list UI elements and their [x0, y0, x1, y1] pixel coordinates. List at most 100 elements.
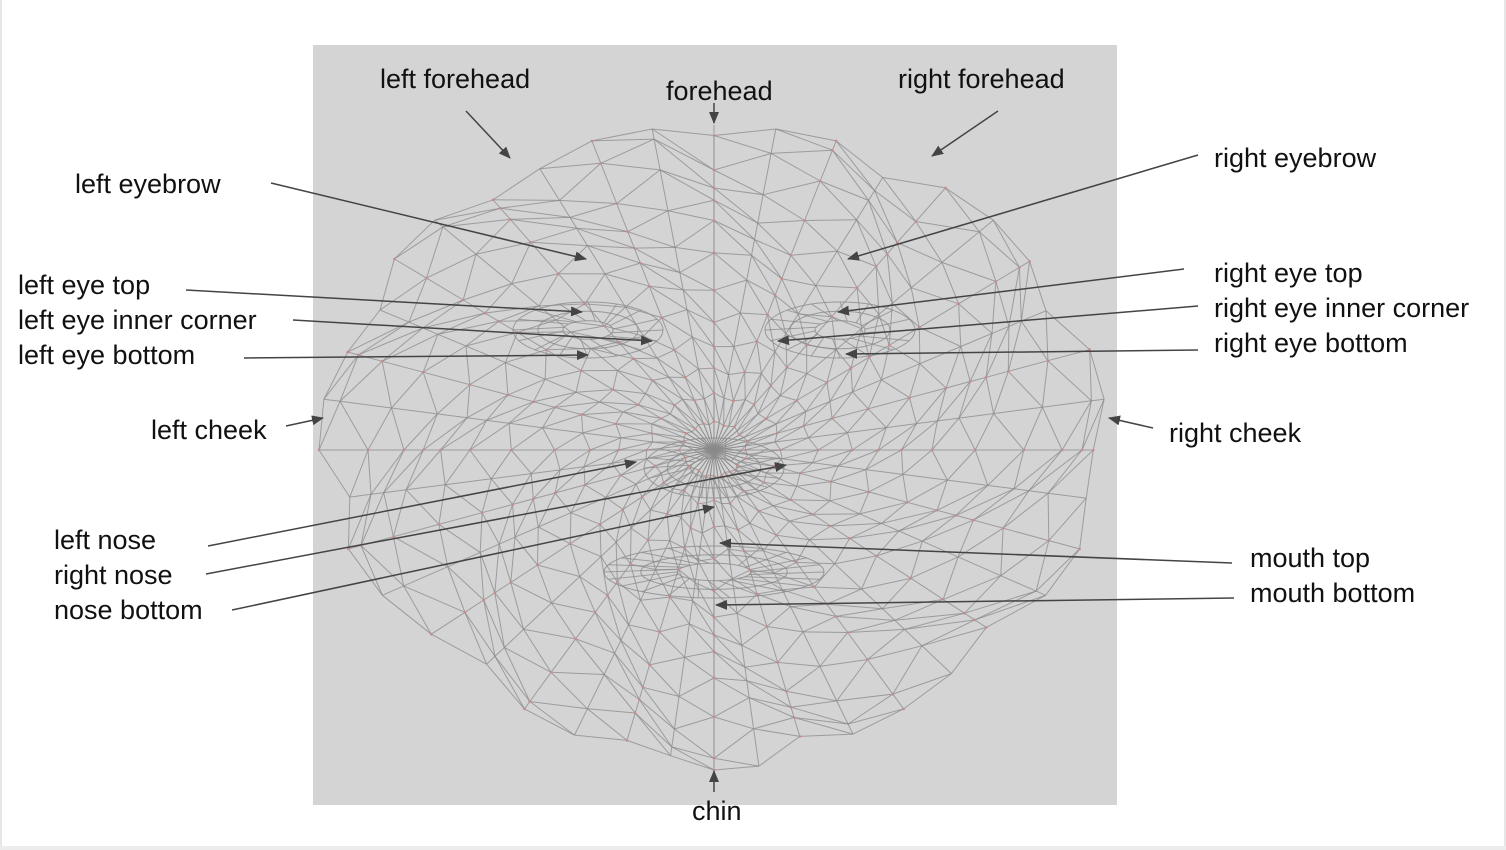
mesh-edge [743, 423, 777, 438]
mesh-edge [993, 406, 1043, 415]
mesh-edge [523, 701, 531, 710]
mesh-vertex [532, 497, 535, 501]
mesh-edge [645, 449, 648, 459]
mesh-edge [741, 645, 746, 668]
mesh-edge [1089, 349, 1105, 400]
mesh-edge [799, 733, 854, 737]
mesh-edge [554, 432, 584, 451]
mesh-edge [671, 746, 715, 771]
mesh-edge [426, 253, 477, 279]
mesh-edge [600, 556, 608, 596]
label-left-eyebrow: left eyebrow [75, 169, 221, 199]
mesh-edge [627, 231, 635, 249]
mesh-edge [382, 585, 404, 596]
mesh-edge [903, 673, 952, 710]
mesh-vertex [930, 448, 934, 452]
mesh-edge [753, 728, 800, 737]
mesh-vertex [509, 218, 512, 221]
mesh-edge [591, 128, 653, 142]
mesh-edge [680, 517, 686, 549]
mesh-edge [921, 626, 987, 647]
mesh-vertex [347, 547, 350, 551]
mesh-edge [896, 242, 943, 263]
mesh-edge [805, 382, 828, 412]
mesh-edge [645, 380, 653, 394]
mesh-edge [830, 522, 882, 527]
mesh-edge [542, 427, 556, 451]
mesh-edge [532, 498, 539, 528]
mesh-vertex [712, 525, 716, 529]
mesh-edge [789, 513, 814, 522]
mesh-vertex [712, 366, 716, 370]
mesh-edge [790, 485, 798, 501]
mesh-edge [731, 578, 738, 614]
mesh-edge [379, 277, 427, 311]
mesh-edge [629, 528, 632, 565]
mesh-vertex [1092, 448, 1095, 452]
mesh-edge [692, 336, 715, 348]
mesh-vertex [528, 700, 532, 703]
mesh-edge [603, 303, 618, 324]
label-left-eye-bottom: left eye bottom [18, 340, 195, 370]
mesh-edge [666, 513, 671, 541]
mesh-edge [919, 346, 961, 365]
mesh-vertex [629, 562, 632, 566]
mesh-edge [835, 140, 875, 191]
mesh-vertex [944, 386, 948, 390]
mesh-edge [910, 541, 923, 579]
mesh-edge [878, 423, 917, 451]
mesh-edge [832, 338, 841, 359]
mesh-edge [554, 466, 585, 494]
mesh-edge [616, 203, 668, 212]
mesh-edge [587, 301, 596, 322]
mesh-edge [667, 199, 715, 212]
mesh-edge [668, 377, 683, 400]
mesh-vertex [795, 399, 798, 402]
mesh-edge [533, 492, 556, 500]
mesh-vertex [1060, 448, 1064, 452]
mesh-edge [757, 413, 767, 420]
mesh-edge [652, 441, 683, 447]
label-nose-bottom: nose bottom [54, 595, 203, 625]
mesh-edge [936, 479, 948, 511]
mesh-edge [1028, 490, 1049, 494]
mesh-edge [779, 449, 783, 459]
mesh-edge [748, 697, 795, 718]
mesh-edge [570, 543, 602, 557]
mesh-edge [617, 370, 653, 381]
mesh-edge [758, 510, 790, 522]
mesh-edge [628, 624, 660, 633]
mesh-edge [834, 563, 862, 590]
mesh-edge [782, 449, 819, 460]
mesh-edge [667, 578, 690, 597]
mesh-edge [891, 287, 912, 304]
mesh-edge [684, 656, 715, 679]
mesh-edge [881, 509, 938, 524]
mesh-edge [713, 279, 747, 291]
mesh-edge [969, 333, 993, 382]
mesh-edge [638, 687, 644, 700]
mesh-edge [721, 503, 726, 526]
mesh-edge [830, 465, 839, 482]
mesh-edge [985, 377, 995, 414]
mesh-vertex [1088, 348, 1091, 351]
mesh-edge [859, 335, 910, 342]
mesh-edge [753, 373, 762, 405]
mesh-edge [974, 590, 1037, 621]
mesh-edge [630, 563, 656, 571]
mesh-edge [533, 391, 577, 403]
mesh-edge [757, 395, 781, 415]
mesh-edge [820, 180, 869, 201]
mesh-edge [902, 449, 933, 475]
mesh-edge [901, 423, 917, 451]
mesh-edge [937, 417, 960, 422]
mesh-edge [698, 367, 715, 370]
mesh-edge [793, 717, 801, 737]
mesh-edge [728, 374, 734, 401]
mesh-edge [1021, 310, 1047, 322]
mesh-edge [620, 474, 637, 485]
mesh-edge [537, 564, 553, 604]
mesh-edge [826, 349, 837, 383]
mesh-edge [736, 495, 759, 512]
